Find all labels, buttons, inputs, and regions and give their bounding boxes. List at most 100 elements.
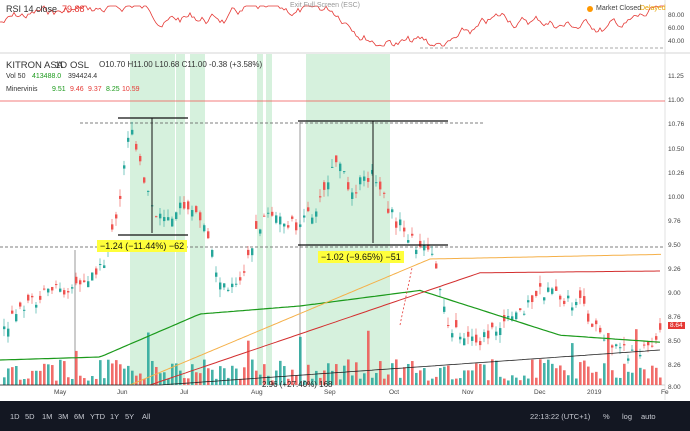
candle-body: [399, 219, 402, 226]
volume-bar: [251, 359, 254, 385]
candle-body: [271, 211, 274, 216]
drawdown-callout-second[interactable]: −1.02 (−9.65%) −51: [318, 251, 404, 263]
volume-bar: [535, 377, 538, 385]
range-all[interactable]: All: [142, 412, 151, 421]
clock[interactable]: 22:13:22 (UTC+1): [530, 412, 591, 421]
volume-bar: [431, 378, 434, 385]
candle-body: [287, 225, 290, 228]
candle-body: [159, 213, 162, 219]
price-axis-label: 8.26: [668, 362, 681, 369]
time-axis-label: May: [54, 389, 67, 396]
candle-body: [187, 201, 190, 210]
range-3m[interactable]: 3M: [58, 412, 69, 421]
volume-bar: [195, 372, 198, 385]
volume-bar: [127, 365, 130, 385]
range-5y[interactable]: 5Y: [125, 412, 135, 421]
candle-body: [531, 295, 534, 303]
highlight-zone: [176, 54, 185, 385]
candle-body: [447, 325, 450, 327]
range-5d[interactable]: 5D: [25, 412, 35, 421]
volume-bar: [323, 370, 326, 385]
candle-body: [311, 217, 314, 224]
percent-toggle[interactable]: %: [603, 412, 610, 421]
volume-bar: [339, 379, 342, 385]
candle-body: [519, 308, 522, 311]
gain-callout[interactable]: 2.96 (+27.40%) 168: [262, 380, 333, 389]
minervinis-label[interactable]: Minervinis: [6, 86, 38, 93]
volume-bar: [483, 364, 486, 385]
volume-bar: [91, 376, 94, 385]
volume-bar: [191, 364, 194, 385]
time-axis-label: Jul: [180, 389, 189, 396]
candle-body: [451, 333, 454, 338]
price-axis-label: 10.00: [668, 194, 685, 201]
candle-body: [155, 216, 158, 218]
symbol-name[interactable]: KITRON ASA: [6, 60, 64, 71]
candle-body: [115, 214, 118, 219]
candle-body: [503, 315, 506, 322]
volume-bar: [187, 378, 190, 385]
volume-bar: [107, 359, 110, 385]
candle-body: [583, 296, 586, 304]
volume-bar: [643, 369, 646, 385]
candle-body: [31, 295, 34, 298]
candle-body: [507, 315, 510, 318]
volume-label[interactable]: Vol 50: [6, 73, 26, 80]
volume-bar: [295, 375, 298, 385]
volume-bar: [399, 377, 402, 385]
volume-bar: [139, 373, 142, 385]
candle-body: [55, 284, 58, 286]
range-ytd[interactable]: YTD: [90, 412, 105, 421]
candle-body: [535, 290, 538, 296]
time-axis-label: Jun: [117, 389, 128, 396]
log-toggle[interactable]: log: [622, 412, 633, 421]
volume-bar: [55, 380, 58, 385]
volume-bar: [503, 378, 506, 385]
range-1d[interactable]: 1D: [10, 412, 20, 421]
volume-bar: [243, 367, 246, 385]
range-1y[interactable]: 1Y: [110, 412, 120, 421]
candle-body: [495, 331, 498, 336]
volume-bar: [411, 361, 414, 385]
auto-toggle[interactable]: auto: [641, 412, 656, 421]
candle-body: [639, 354, 642, 357]
candle-body: [275, 215, 278, 223]
volume-bar: [463, 370, 466, 385]
candle-body: [475, 334, 478, 343]
candle-body: [527, 300, 530, 303]
volume-bar: [207, 368, 210, 385]
candle-body: [239, 277, 242, 281]
time-axis-label: Fe: [661, 389, 669, 396]
volume-bar: [151, 360, 154, 385]
rsi-indicator-label[interactable]: RSI 14 close: [6, 4, 58, 14]
ohlc-values: O10.70 H11.00 L10.68 C11.00 -0.38 (+3.58…: [99, 60, 263, 69]
drawdown-callout-first[interactable]: −1.24 (−11.44%) −62: [97, 240, 188, 252]
volume-bar: [647, 378, 650, 385]
symbol-interval[interactable]: 1D: [55, 60, 68, 71]
candle-body: [227, 289, 230, 291]
range-6m[interactable]: 6M: [74, 412, 85, 421]
volume-bar: [355, 362, 358, 385]
range-1m[interactable]: 1M: [42, 412, 53, 421]
candle-body: [395, 221, 398, 228]
volume-bar: [347, 359, 350, 385]
candle-body: [35, 304, 38, 308]
candle-body: [431, 253, 434, 255]
volume-bar: [223, 368, 226, 385]
candle-body: [587, 313, 590, 322]
price-axis-label: 8.00: [668, 384, 681, 391]
candle-body: [215, 272, 218, 277]
volume-bar: [263, 364, 266, 385]
candle-body: [183, 201, 186, 209]
volume-bar: [327, 363, 330, 385]
price-axis-label: 10.76: [668, 121, 685, 128]
minervinis-value-5: 10.59: [122, 86, 140, 93]
volume-bar: [515, 377, 518, 385]
rsi-value: 79.88: [62, 4, 85, 14]
volume-bar: [575, 378, 578, 385]
minervinis-value-4: 8.25: [106, 86, 120, 93]
candle-body: [351, 192, 354, 199]
candle-body: [615, 344, 618, 347]
volume-bar: [391, 363, 394, 385]
